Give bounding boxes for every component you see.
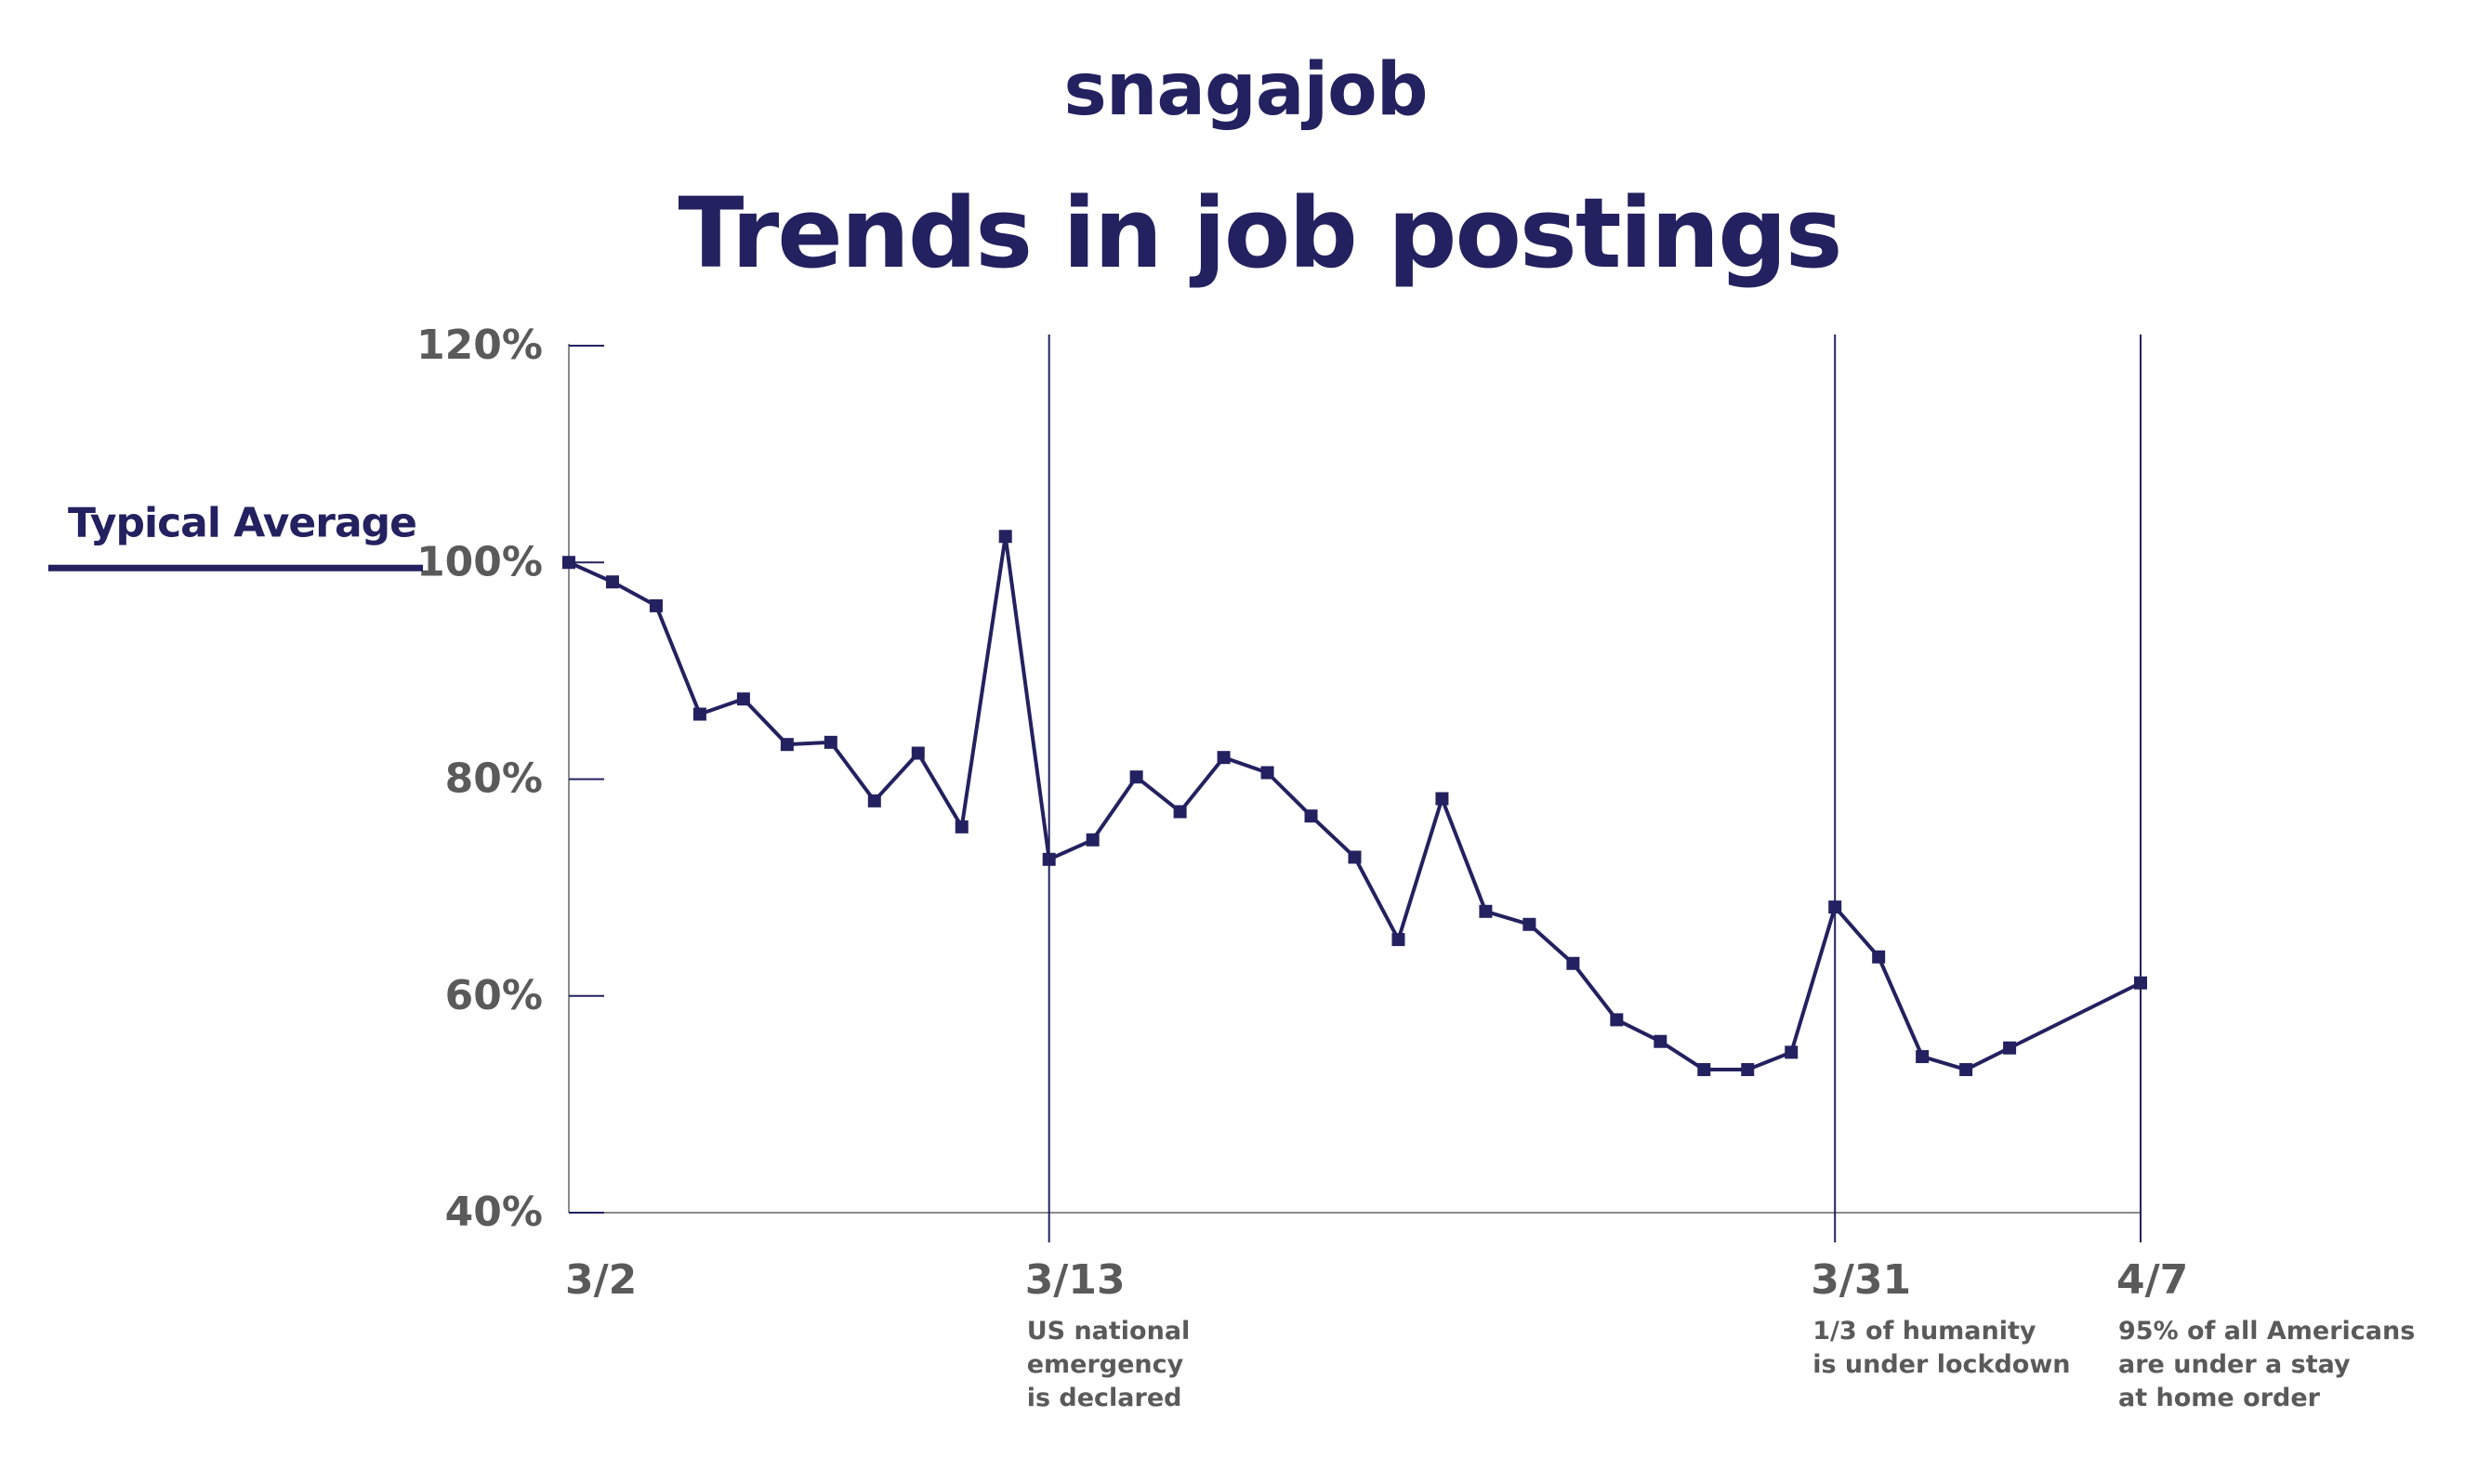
event-annotation-line: is under lockdown (1812, 1350, 2070, 1379)
snagajob-logo: snagajob (1063, 48, 1428, 132)
event-annotation-line: are under a stay (2118, 1350, 2351, 1379)
data-point (1435, 792, 1449, 806)
series-line (568, 534, 2142, 1072)
chart-title: Trends in job postings (678, 177, 1842, 290)
data-point (692, 707, 706, 721)
data-point (1916, 1050, 1930, 1064)
data-point (780, 738, 794, 752)
data-point (1391, 933, 1405, 947)
data-point (824, 735, 837, 749)
data-point (1260, 766, 1274, 780)
x-tick-label: 3/31 (1811, 1256, 1911, 1304)
y-tick-label: 100% (416, 538, 543, 585)
data-point (1217, 751, 1231, 765)
data-point (1348, 850, 1362, 864)
data-point (867, 794, 881, 808)
data-point (1785, 1045, 1799, 1059)
data-point (1959, 1063, 1973, 1077)
data-point (1129, 770, 1143, 784)
y-tick-label: 120% (416, 322, 543, 369)
y-tick-label: 60% (445, 972, 543, 1019)
data-point (1741, 1063, 1755, 1077)
y-tick-label: 80% (445, 755, 543, 803)
data-point (1872, 950, 1886, 964)
data-point (1304, 809, 1318, 823)
event-annotation-line: at home order (2118, 1384, 2321, 1412)
event-annotation-line: 1/3 of humanity (1812, 1317, 2036, 1346)
data-point (1173, 805, 1187, 819)
data-point (562, 556, 575, 570)
data-point (1522, 917, 1536, 931)
x-tick-label: 3/2 (565, 1256, 637, 1304)
data-point (736, 692, 750, 706)
typical-average-reference: Typical Average (48, 499, 423, 571)
data-point (1697, 1063, 1711, 1077)
x-tick-label: 3/13 (1025, 1256, 1126, 1304)
event-annotation-line: US national (1027, 1317, 1191, 1346)
x-axis-ticks: 3/2 3/13 3/31 4/7 (565, 1256, 2188, 1304)
data-point (605, 575, 619, 589)
event-annotation-line: emergency (1027, 1350, 1184, 1379)
data-point (955, 820, 969, 834)
y-axis-ticks: 120% 100% 80% 60% 40% (416, 322, 604, 1236)
event-annotation-line: 95% of all Americans (2118, 1317, 2415, 1346)
data-point (911, 746, 925, 760)
x-tick-label: 4/7 (2116, 1256, 2188, 1304)
series-job-postings (562, 530, 2147, 1077)
typical-average-label: Typical Average (68, 499, 416, 546)
data-point (1654, 1034, 1667, 1048)
event-annotation-line: is declared (1027, 1384, 1182, 1412)
data-point (1566, 956, 1580, 970)
data-point (1042, 852, 1056, 866)
event-markers: US national emergency is declared 1/3 of hu… (1027, 335, 2415, 1412)
y-tick-label: 40% (445, 1189, 543, 1236)
data-point (649, 598, 663, 612)
data-point (1610, 1013, 1624, 1027)
data-point (2134, 976, 2147, 990)
data-point (2003, 1041, 2017, 1055)
data-point (1086, 833, 1100, 847)
chart-axes (568, 344, 2141, 1214)
data-point (1479, 904, 1493, 918)
data-point (1828, 900, 1842, 914)
data-point (998, 530, 1012, 544)
